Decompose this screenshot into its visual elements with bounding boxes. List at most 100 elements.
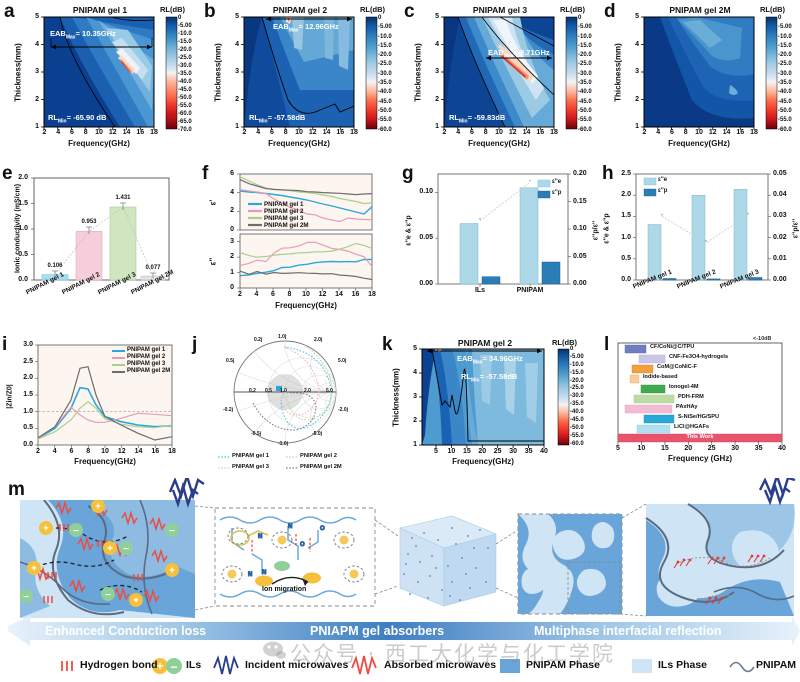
panel-d-colorbar-ticks: 0 -5.00 -10.0 -15.0 -20.0 -25.0 -30.0 -3…: [778, 14, 792, 135]
panel-c-xtick-8: 8: [483, 129, 488, 136]
panel-b-xtick-4: 4: [256, 129, 261, 136]
cbtick: 0: [570, 346, 574, 352]
svg-text:*: *: [661, 214, 663, 220]
panel-g-ytickR-0: 0.00: [573, 280, 587, 287]
svg-text:O: O: [320, 526, 325, 532]
cbtick: -55.0: [570, 432, 584, 439]
panel-b-ytick-3: 3: [235, 68, 239, 75]
panel-f-xtick-4: 10: [302, 291, 310, 298]
panel-g-category-0: ILs: [474, 287, 486, 294]
panel-f-xtick-8: 18: [368, 291, 376, 298]
panel-d-xtick-8: 8: [683, 129, 688, 136]
panel-a-xtick-16: 16: [136, 129, 145, 136]
panel-k-ytick-4: 5: [413, 345, 417, 352]
panel-c-xtick-6: 6: [470, 129, 474, 136]
svg-text:−: −: [73, 526, 79, 537]
panel-c-xtick-14: 14: [522, 129, 531, 136]
panel-g-category-1: PNIPAM: [516, 287, 544, 294]
panel-b-ylabel: Thickness(mm): [213, 43, 223, 102]
panel-d-xtick-14: 14: [722, 129, 731, 136]
panel-d-xtick-12: 12: [708, 129, 717, 136]
rl-sub: Min: [459, 118, 468, 125]
cbtick: -40.0: [778, 89, 792, 96]
panel-f-ylabel-top: ε': [208, 199, 218, 206]
panel-f: f PNIP: [200, 160, 400, 335]
panel-b-ytick-1: 1: [235, 123, 239, 130]
panel-d: d PNIPAM gel 2M: [600, 0, 800, 160]
panel-k-xtick-7: 40: [540, 448, 548, 455]
panel-j-tick-imag-3: 2.0j: [314, 337, 323, 343]
panel-h-ytickL-4: 2.0: [621, 191, 631, 199]
cbtick: -45.0: [570, 417, 584, 424]
svg-text:+: +: [31, 564, 37, 575]
panel-c-xtick-16: 16: [536, 129, 545, 136]
cbtick: -15.0: [378, 42, 392, 49]
panel-l-xtick-5: 30: [731, 445, 739, 452]
panel-f-xlabel: Frequency(GHz): [275, 301, 337, 310]
panel-b-ytick-5: 5: [235, 13, 239, 20]
eab-value: = 10.35GHz: [75, 29, 116, 38]
panel-c-ytick-2: 2: [435, 95, 439, 103]
panel-c-xtick-10: 10: [495, 129, 503, 136]
panel-f-ytick-bot-3: 3: [230, 237, 234, 245]
cbtick: -20.0: [178, 47, 192, 53]
cbtick: -30.0: [570, 393, 584, 400]
cbtick: -50.0: [570, 424, 584, 431]
svg-text:O: O: [300, 542, 305, 548]
cbtick: -60.0: [178, 111, 192, 117]
svg-text:+: +: [95, 502, 101, 513]
panel-b-colorbar-ticks: 0 -5.00 -10.0 -15.0 -20.0 -25.0 -30.0 -3…: [378, 14, 392, 135]
panel-f-legend-2: PNIPAM gel 3: [264, 214, 304, 222]
cbtick: -40.0: [578, 89, 592, 96]
panel-c-xtick-18: 18: [550, 129, 558, 136]
cbtick: -15.0: [778, 42, 792, 49]
cbtick: 0: [778, 15, 782, 21]
panel-a-letter: a: [4, 1, 15, 22]
rl-sub: Min: [471, 377, 480, 384]
panel-i-xtick-6: 14: [134, 448, 143, 455]
panel-e-value-0: 0.106: [47, 263, 63, 269]
cbtick: -25.0: [778, 61, 792, 68]
panel-b-rl-annotation: RLMin= -57.58dB: [249, 113, 305, 125]
panel-l-item-label-4: Ionogel-4M: [669, 384, 699, 390]
cbtick: -60.0: [778, 126, 792, 133]
panel-a-plot: [41, 16, 178, 130]
svg-text:*: *: [747, 213, 749, 219]
svg-text:*: *: [529, 180, 531, 186]
cbtick: -30.0: [578, 70, 592, 77]
panel-g-ytickL-2: 0.10: [419, 188, 433, 196]
panel-k-ytick-0: 1: [413, 441, 417, 448]
panel-f-xtick-0: 2: [238, 291, 242, 298]
cbtick: -15.0: [578, 42, 592, 49]
panel-b-xtick-2: 2: [242, 129, 247, 136]
panel-b-xtick-18: 18: [350, 129, 358, 136]
panel-f-ytick-bot-1: 1: [230, 268, 234, 276]
panel-l-item-label-8: LiCl@HGAFs: [674, 424, 709, 430]
panel-e-ytick-3: 1.5: [18, 199, 28, 207]
panel-e-value-1: 0.953: [81, 219, 97, 225]
panel-e-chart: [31, 177, 170, 281]
panel-c-colorbar-ticks: 0 -5.00 -10.0 -15.0 -20.0 -25.0 -30.0 -3…: [578, 14, 592, 135]
panel-k-rl-annotation: RLMin= -57.58dB: [461, 372, 517, 384]
panel-b-xtick-8: 8: [283, 129, 288, 136]
panel-d-ytick-2: 2: [635, 95, 639, 103]
panel-h-ytickL-3: 1.5: [621, 212, 631, 220]
panel-k-xtick-0: 5: [434, 448, 438, 455]
panel-i-xtick-7: 16: [151, 448, 160, 455]
panel-k-xlabel: Frequency(GHz): [452, 457, 514, 466]
panel-a-ytick-2: 2: [35, 95, 39, 103]
panel-g-chart: * *: [435, 173, 571, 287]
panel-f-xtick-7: 16: [351, 291, 360, 298]
cbtick: 0: [578, 15, 582, 21]
cbtick: -5.00: [178, 23, 192, 29]
rl-value: = -57.58dB: [479, 372, 518, 381]
panel-d-xtick-6: 6: [670, 129, 674, 136]
panel-i-ylabel: |Zin/Z0|: [6, 384, 14, 409]
svg-text:−: −: [123, 544, 129, 555]
panel-m-letter: m: [8, 479, 25, 500]
legend-label-hydrogen-bond: Hydrogen bond: [80, 659, 158, 671]
panel-e-value-2: 1.431: [115, 195, 131, 201]
cbtick: 0: [178, 15, 182, 21]
panel-i-ytick-6: 3.0: [23, 341, 33, 348]
eab-text: EAB: [273, 22, 289, 31]
